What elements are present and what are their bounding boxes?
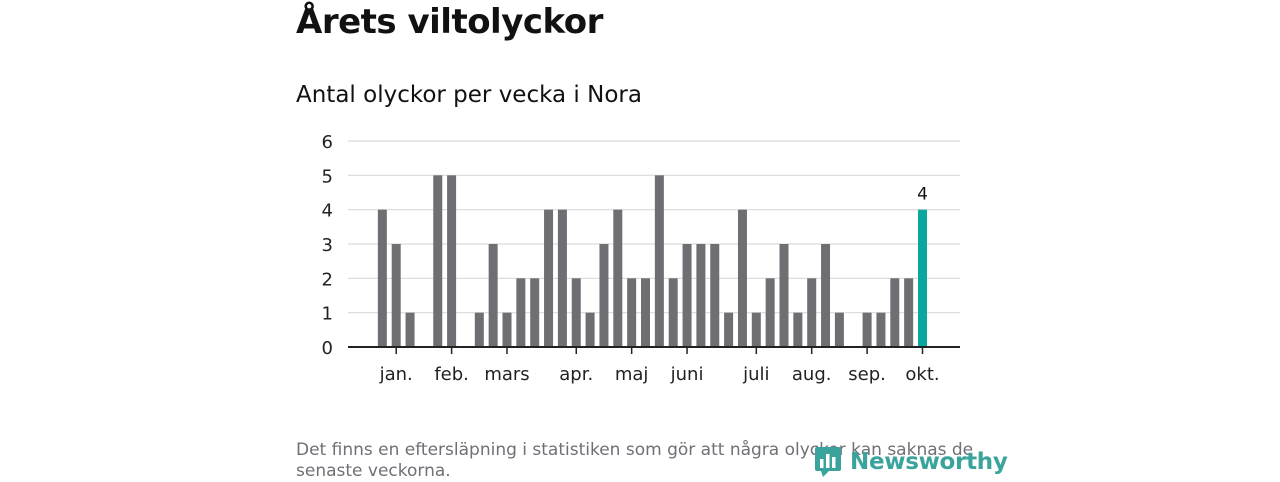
bar <box>724 312 734 347</box>
logo-text: Newsworthy <box>850 449 1008 475</box>
x-tick-label: jan. <box>379 364 413 385</box>
bar <box>682 244 692 347</box>
x-tick-label: sep. <box>848 364 886 385</box>
bar <box>779 244 789 347</box>
bar <box>488 244 498 347</box>
y-tick-label: 0 <box>322 338 333 359</box>
bar <box>862 312 872 347</box>
bar <box>530 278 540 347</box>
bar <box>613 209 623 347</box>
bar <box>737 209 747 347</box>
x-tick-label: juni <box>670 364 704 385</box>
y-tick-label: 5 <box>322 166 333 187</box>
y-tick-label: 4 <box>322 201 333 222</box>
bar <box>654 175 664 347</box>
bar <box>474 312 484 347</box>
bar <box>834 312 844 347</box>
bar <box>516 278 526 347</box>
x-tick-label: okt. <box>905 364 939 385</box>
bar <box>807 278 817 347</box>
bar <box>627 278 637 347</box>
bar <box>904 278 914 347</box>
bar <box>502 312 512 347</box>
bar <box>544 209 554 347</box>
bar <box>751 312 761 347</box>
newsworthy-logo: Newsworthy <box>814 446 1008 478</box>
x-tick-label: mars <box>484 364 529 385</box>
y-tick-label: 2 <box>322 269 333 290</box>
bar <box>377 209 387 347</box>
bar <box>821 244 831 347</box>
y-tick-label: 6 <box>322 132 333 153</box>
bar-value-label: 4 <box>917 185 928 205</box>
bar <box>890 278 900 347</box>
bar <box>599 244 609 347</box>
axes: 0 1 2 3 4 5 6 4 jan. feb. mars apr. maj juni juli aug. s… <box>322 132 960 385</box>
x-tick-label: apr. <box>559 364 593 385</box>
bar <box>557 209 567 347</box>
newsworthy-logo-icon <box>815 447 841 477</box>
bar <box>405 312 415 347</box>
bar <box>876 312 886 347</box>
bars <box>377 175 927 347</box>
bar <box>668 278 678 347</box>
x-tick-label: maj <box>615 364 649 385</box>
y-tick-label: 1 <box>322 304 333 325</box>
bar <box>391 244 401 347</box>
bar <box>433 175 443 347</box>
bar <box>793 312 803 347</box>
y-tick-label: 3 <box>322 235 333 256</box>
bar <box>710 244 720 347</box>
x-tick-label: aug. <box>792 364 832 385</box>
bar <box>447 175 457 347</box>
bar <box>571 278 581 347</box>
bar <box>765 278 775 347</box>
bar <box>641 278 650 347</box>
bar <box>918 209 927 347</box>
bar <box>696 244 706 347</box>
bar <box>585 312 595 347</box>
x-tick-label: feb. <box>434 364 469 385</box>
page-title: Årets viltolyckor <box>296 2 603 42</box>
x-tick-label: juli <box>742 364 769 385</box>
chart-subtitle: Antal olyckor per vecka i Nora <box>296 82 642 108</box>
footnote: Det finns en eftersläpning i statistiken… <box>296 440 974 481</box>
